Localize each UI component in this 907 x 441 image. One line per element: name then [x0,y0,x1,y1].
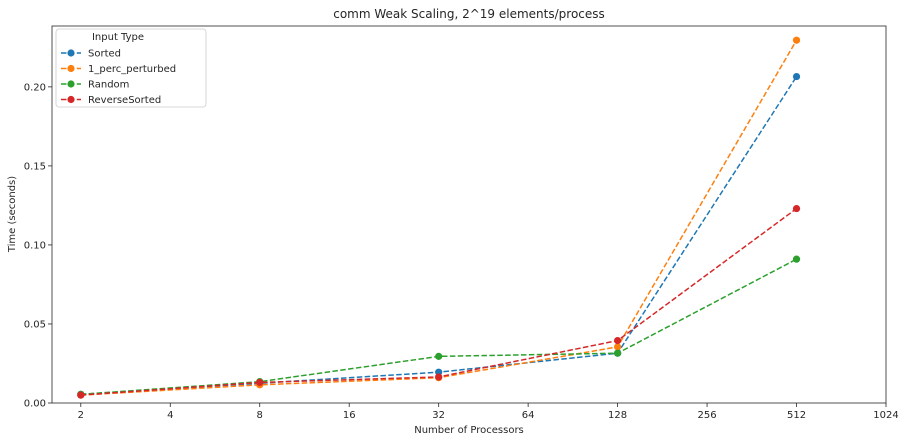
legend-box [55,28,207,108]
data-point-0-4 [792,72,801,81]
legend: Input Type Sorted 1_perc_perturbed Random Re… [55,28,207,108]
x-tick-label: 512 [787,410,806,421]
x-tick-label: 8 [257,410,263,421]
chart-title: comm Weak Scaling, 2^19 elements/process [333,7,605,21]
data-point-3-1 [256,378,264,387]
y-tick-label: 0.10 [24,240,46,251]
legend-swatch-marker [67,49,75,57]
y-tick-label: 0.00 [24,399,46,410]
data-point-2-4 [792,255,801,263]
plot-frame [51,25,887,404]
x-tick-label: 256 [698,410,717,421]
x-tick-label: 2 [78,410,84,421]
legend-title: Input Type [92,32,144,43]
legend-swatch-marker [67,64,75,73]
y-axis-label: Time (seconds) [7,176,18,253]
legend-entry-label: Random [88,80,129,91]
x-tick-label: 16 [343,410,356,421]
data-point-3-0 [77,391,85,399]
y-tick-label: 0.05 [24,319,46,330]
data-point-3-4 [792,204,801,213]
x-tick-label: 1024 [873,410,898,421]
legend-entry-label: 1_perc_perturbed [88,64,176,75]
data-point-3-3 [614,336,622,345]
data-point-3-2 [435,373,443,381]
legend-swatch-marker [67,95,75,104]
y-tick-label: 0.20 [24,82,46,93]
series-line-3 [80,207,797,396]
legend-entry-label: ReverseSorted [88,95,161,106]
x-tick-label: 4 [167,410,173,421]
x-tick-label: 32 [432,410,445,421]
x-axis-label: Number of Processors [414,425,524,436]
legend-entry-label: Sorted [88,49,121,60]
legend-swatch-marker [67,80,75,88]
data-point-1-4 [792,36,801,44]
y-tick-label: 0.15 [24,161,46,172]
series-line-0 [80,76,798,396]
x-tick-label: 64 [522,410,535,421]
data-point-2-3 [614,349,622,357]
data-point-2-2 [435,352,443,360]
data-point-1-3 [614,343,622,351]
x-tick-label: 128 [608,410,627,421]
